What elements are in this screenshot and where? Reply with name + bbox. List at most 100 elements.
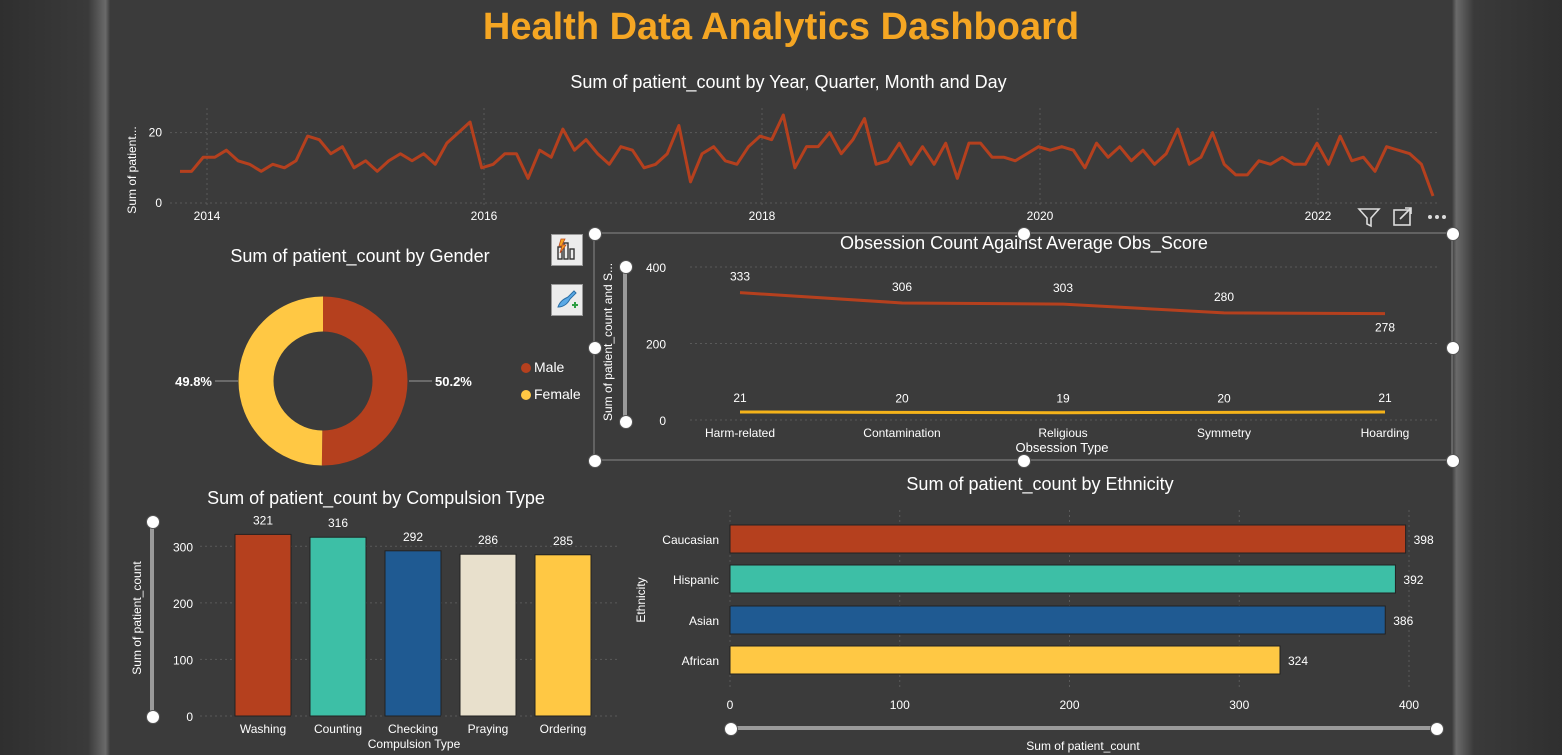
timeline-series-line	[180, 113, 1435, 197]
obsession-x-tick: Contamination	[863, 426, 940, 440]
obsession-x-tick: Religious	[1038, 426, 1087, 440]
ethnicity-chart-title: Sum of patient_count by Ethnicity	[906, 474, 1174, 494]
compulsion-y-axis-label: Sum of patient_count	[130, 561, 144, 675]
compulsion-data-label: 316	[328, 516, 348, 530]
ethnicity-bar-hispanic	[729, 564, 1396, 594]
resize-handle-top-right[interactable]	[1446, 227, 1460, 241]
obsession-data-label: 21	[1378, 391, 1392, 405]
obsession-x-axis-label: Obsession Type	[1016, 440, 1109, 455]
obsession-y-tick: 0	[659, 414, 666, 428]
legend-dot-female	[521, 390, 531, 401]
obsession-data-label: 19	[1056, 392, 1070, 406]
gender-donut-chart[interactable]: 50.2% 49.8%	[175, 296, 472, 466]
build-visual-icon	[557, 238, 575, 260]
obsession-data-label: 306	[892, 280, 912, 294]
timeline-chart[interactable]: 0 20 2014 2016 2018 2020 2022	[149, 108, 1440, 223]
obsession-chart[interactable]: 0 200 400 Harm-related Contamination Religiou…	[646, 261, 1440, 440]
compulsion-data-label: 286	[478, 533, 498, 547]
compulsion-y-tick: 200	[173, 597, 193, 611]
obsession-data-label: 20	[895, 391, 909, 405]
obsession-series-line-1	[739, 291, 1386, 316]
resize-handle-top-left[interactable]	[588, 227, 602, 241]
ethnicity-x-tick: 200	[1059, 698, 1079, 712]
donut-label-male: 50.2%	[435, 374, 472, 389]
obsession-y-axis-label: Sum of patient_count and S...	[601, 263, 615, 421]
resize-handle-bottom-right[interactable]	[1446, 454, 1460, 468]
compulsion-bar-ordering	[534, 554, 592, 717]
ethnicity-x-axis-label: Sum of patient_count	[1026, 739, 1140, 753]
legend-item-female[interactable]: Female	[521, 386, 581, 402]
ethnicity-bar-african	[729, 645, 1281, 675]
timeline-x-tick: 2016	[471, 209, 498, 223]
compulsion-y-tick: 300	[173, 540, 193, 554]
ethnicity-data-label: 324	[1288, 654, 1308, 668]
gender-chart-title: Sum of patient_count by Gender	[230, 246, 490, 266]
timeline-y-tick: 20	[149, 126, 163, 140]
compulsion-bar-chart[interactable]: 0 100 200 300 321 Washing 316 Counting 292 Checki…	[173, 513, 620, 736]
right-margin	[1452, 0, 1562, 755]
compulsion-data-label: 292	[403, 530, 423, 544]
compulsion-y-tick: 100	[173, 653, 193, 667]
focus-mode-icon[interactable]	[1393, 207, 1412, 226]
legend-label-male: Male	[534, 359, 565, 375]
legend-dot-male	[521, 363, 531, 374]
legend-label-female: Female	[534, 386, 581, 402]
ethnicity-y-tick: Asian	[689, 614, 719, 628]
donut-label-female: 49.8%	[175, 374, 212, 389]
compulsion-x-tick: Checking	[388, 722, 438, 736]
compulsion-chart-title: Sum of patient_count by Compulsion Type	[207, 488, 545, 508]
obsession-x-tick: Harm-related	[705, 426, 775, 440]
obsession-series-line-2	[739, 410, 1386, 415]
resize-handle-top[interactable]	[1017, 227, 1031, 241]
compulsion-slider-handle-top[interactable]	[146, 515, 160, 529]
format-visual-button[interactable]	[551, 284, 583, 316]
obsession-data-label: 303	[1053, 281, 1073, 295]
ethnicity-y-tick: Hispanic	[673, 573, 719, 587]
ethnicity-y-tick: Caucasian	[662, 533, 719, 547]
resize-handle-bottom[interactable]	[1017, 454, 1031, 468]
timeline-chart-title: Sum of patient_count by Year, Quarter, M…	[570, 72, 1007, 92]
timeline-x-tick: 2022	[1305, 209, 1332, 223]
timeline-y-axis-label: Sum of patient...	[125, 126, 139, 213]
format-visual-icon	[557, 290, 578, 308]
obsession-data-label: 280	[1214, 290, 1234, 304]
obsession-y-tick: 400	[646, 261, 666, 275]
ethnicity-bar-chart[interactable]: 0 100 200 300 400 398 Caucasian 392 Hispanic 386 A…	[662, 510, 1434, 712]
ethnicity-slider-handle-right[interactable]	[1430, 722, 1444, 736]
obsession-data-label: 20	[1217, 391, 1231, 405]
ethnicity-x-tick: 400	[1399, 698, 1419, 712]
compulsion-data-label: 285	[553, 534, 573, 548]
obsession-data-label: 333	[730, 270, 750, 284]
dashboard-title: Health Data Analytics Dashboard	[482, 6, 1080, 48]
resize-handle-right[interactable]	[1446, 341, 1460, 355]
resize-handle-left[interactable]	[588, 341, 602, 355]
more-options-icon[interactable]	[1428, 215, 1446, 219]
timeline-x-tick: 2018	[749, 209, 776, 223]
compulsion-data-label: 321	[253, 513, 273, 527]
obsession-chart-title: Obsession Count Against Average Obs_Scor…	[840, 233, 1208, 253]
timeline-y-tick: 0	[155, 196, 162, 210]
legend-item-male[interactable]: Male	[521, 359, 564, 375]
ethnicity-y-axis-label: Ethnicity	[634, 577, 648, 622]
obsession-slider-handle-bottom[interactable]	[619, 415, 633, 429]
ethnicity-bar-caucasian	[729, 524, 1407, 554]
compulsion-slider-handle-bottom[interactable]	[146, 710, 160, 724]
ethnicity-data-label: 398	[1414, 533, 1434, 547]
obsession-x-tick: Symmetry	[1197, 426, 1251, 440]
compulsion-bar-praying	[459, 553, 517, 717]
build-visual-button[interactable]	[551, 234, 583, 266]
ethnicity-slider-handle-left[interactable]	[724, 722, 738, 736]
compulsion-x-tick: Ordering	[540, 722, 587, 736]
compulsion-bar-counting	[309, 536, 367, 717]
compulsion-x-tick: Praying	[468, 722, 509, 736]
obsession-y-tick: 200	[646, 338, 666, 352]
filter-icon[interactable]	[1357, 208, 1381, 228]
timeline-x-tick: 2020	[1027, 209, 1054, 223]
compulsion-bar-checking	[384, 550, 442, 717]
donut-slice-female	[238, 296, 408, 466]
ethnicity-x-tick: 0	[727, 698, 734, 712]
resize-handle-bottom-left[interactable]	[588, 454, 602, 468]
obsession-slider-handle-top[interactable]	[619, 260, 633, 274]
compulsion-y-tick: 0	[186, 710, 193, 724]
